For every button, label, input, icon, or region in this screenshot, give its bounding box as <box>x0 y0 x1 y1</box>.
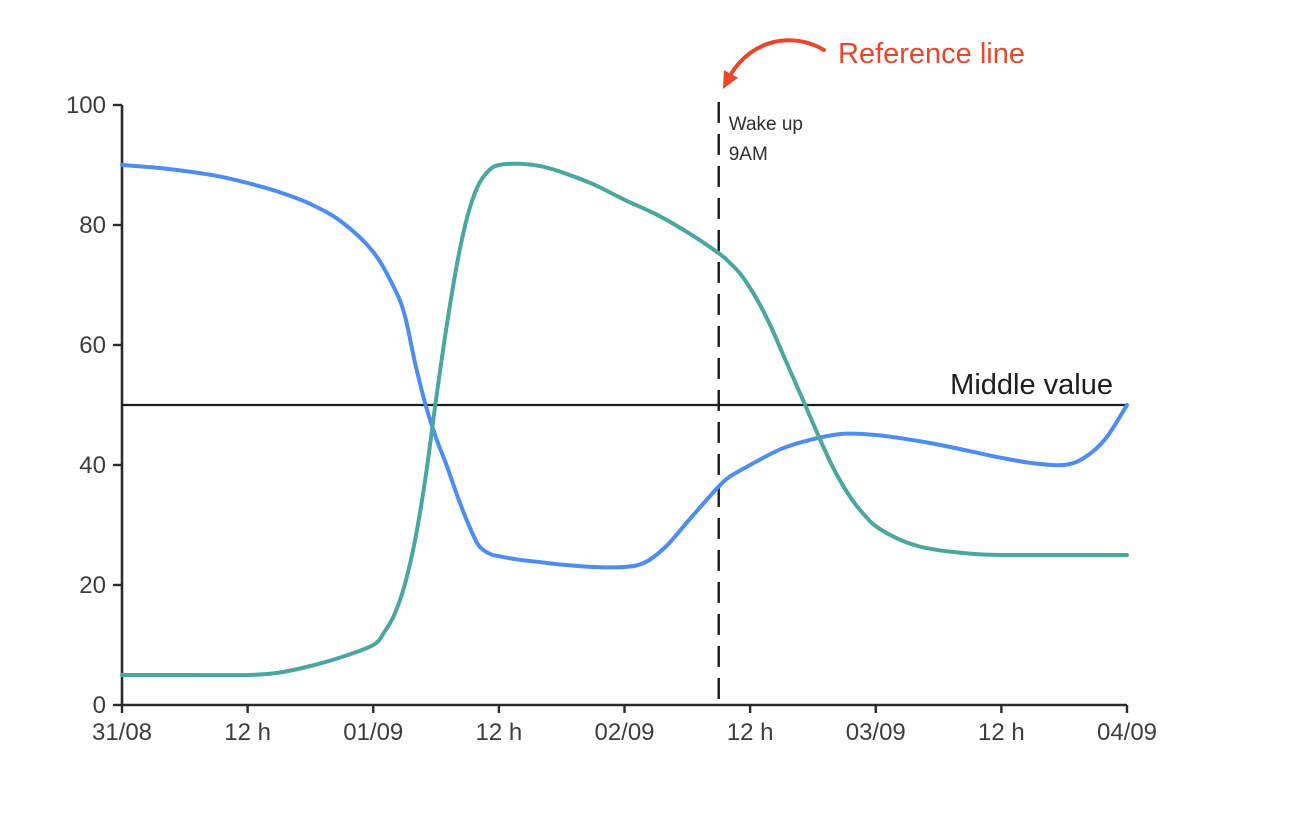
x-axis-ticks: 31/08 12 h 01/09 12 h 02/09 12 h 03/09 12 h 04/0… <box>92 705 1157 746</box>
y-tick-label: 80 <box>79 212 106 239</box>
y-axis-ticks: 0 20 40 60 80 100 <box>66 92 122 719</box>
x-tick-label: 02/09 <box>594 719 654 746</box>
x-tick-label: 12 h <box>978 719 1025 746</box>
middle-value-label: Middle value <box>950 369 1113 401</box>
wakeup-label-line1: Wake up <box>729 114 803 135</box>
x-tick-label: 03/09 <box>846 719 906 746</box>
teal-series-line <box>120 161 1129 678</box>
y-tick-label: 100 <box>66 92 106 119</box>
y-tick-label: 0 <box>93 692 106 719</box>
x-tick-label: 04/09 <box>1097 719 1157 746</box>
annotation-arrow-curve <box>729 38 826 76</box>
y-tick-label: 20 <box>79 572 106 599</box>
x-tick-label: 12 h <box>224 719 271 746</box>
wakeup-label-line2: 9AM <box>729 144 768 165</box>
y-tick-label: 60 <box>79 332 106 359</box>
annotation-arrowhead-icon <box>723 70 739 89</box>
x-tick-label: 01/09 <box>343 719 403 746</box>
blue-series-line <box>120 163 1129 570</box>
y-tick-label: 40 <box>79 452 106 479</box>
x-tick-label: 12 h <box>727 719 774 746</box>
x-tick-label: 12 h <box>476 719 523 746</box>
reference-line-annotation: Reference line <box>838 38 1025 70</box>
x-tick-label: 31/08 <box>92 719 152 746</box>
